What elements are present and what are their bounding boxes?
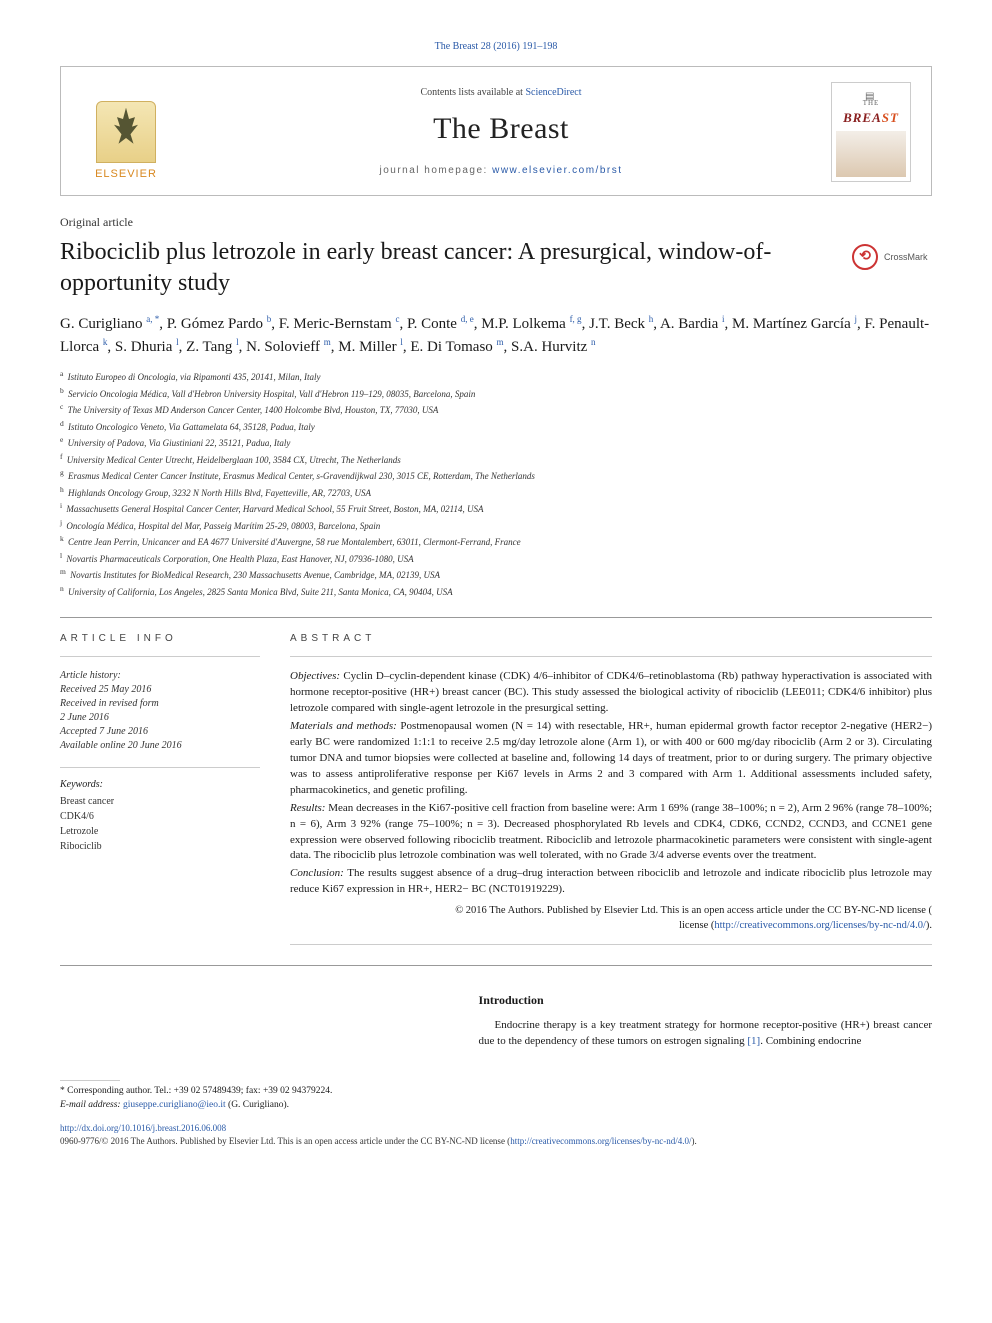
cover-flag-icon — [865, 87, 877, 97]
crossmark-label: CrossMark — [884, 251, 928, 264]
abstract-column: ABSTRACT Objectives: Cyclin D–cyclin-dep… — [290, 632, 932, 945]
affiliation: b Servicio Oncologia Médica, Vall d'Hebr… — [60, 385, 932, 402]
journal-homepage: journal homepage: www.elsevier.com/brst — [191, 164, 811, 178]
introduction-heading: Introduction — [479, 992, 932, 1009]
affiliation: j Oncología Médica, Hospital del Mar, Pa… — [60, 517, 932, 534]
license-link[interactable]: http://creativecommons.org/licenses/by-n… — [714, 920, 926, 931]
results-text: Mean decreases in the Ki67-positive cell… — [290, 802, 932, 862]
history-line: Accepted 7 June 2016 — [60, 725, 260, 739]
info-rule — [60, 767, 260, 768]
homepage-prefix: journal homepage: — [379, 165, 492, 176]
crossmark-icon: ⟲ — [852, 244, 878, 270]
section-rule — [60, 617, 932, 618]
section-rule — [60, 965, 932, 966]
intro-text: Endocrine therapy is a key treatment str… — [479, 1019, 932, 1047]
corresponding-email[interactable]: giuseppe.curigliano@ieo.it — [123, 1100, 226, 1110]
methods-label: Materials and methods: — [290, 720, 397, 732]
homepage-link[interactable]: www.elsevier.com/brst — [492, 165, 622, 176]
affiliation: l Novartis Pharmaceuticals Corporation, … — [60, 550, 932, 567]
cover-image-placeholder — [836, 131, 906, 177]
publisher-logo[interactable]: ELSEVIER — [81, 82, 171, 182]
history-line: 2 June 2016 — [60, 711, 260, 725]
introduction-body: Endocrine therapy is a key treatment str… — [479, 1018, 932, 1050]
corr-rule — [60, 1080, 120, 1081]
info-rule — [60, 656, 260, 657]
affiliation: k Centre Jean Perrin, Unicancer and EA 4… — [60, 533, 932, 550]
journal-header: ELSEVIER Contents lists available at Sci… — [60, 66, 932, 196]
abstract-end-rule — [290, 944, 932, 945]
affiliation: a Istituto Europeo di Oncologia, via Rip… — [60, 368, 932, 385]
keywords-list: Breast cancerCDK4/6LetrozoleRibociclib — [60, 794, 260, 854]
publisher-name: ELSEVIER — [95, 167, 157, 182]
corr-suffix: (G. Curigliano). — [226, 1100, 289, 1110]
affiliation: h Highlands Oncology Group, 3232 N North… — [60, 484, 932, 501]
abstract-heading: ABSTRACT — [290, 632, 932, 646]
ref-link[interactable]: [1] — [747, 1035, 760, 1047]
issn-line: 0960-9776/© 2016 The Authors. Published … — [60, 1136, 510, 1146]
affiliation: i Massachusetts General Hospital Cancer … — [60, 500, 932, 517]
abstract-license: © 2016 The Authors. Published by Elsevie… — [290, 904, 932, 933]
email-label: E-mail address: — [60, 1100, 123, 1110]
contents-prefix: Contents lists available at — [420, 87, 525, 98]
affiliation: d Istituto Oncologico Veneto, Via Gattam… — [60, 418, 932, 435]
affiliation: e University of Padova, Via Giustiniani … — [60, 434, 932, 451]
copyright-text: © 2016 The Authors. Published by Elsevie… — [455, 905, 932, 916]
keyword: Ribociclib — [60, 839, 260, 854]
page-footer: http://dx.doi.org/10.1016/j.breast.2016.… — [60, 1122, 932, 1147]
history-line: Received 25 May 2016 — [60, 683, 260, 697]
abstract-rule — [290, 656, 932, 657]
history-label: Article history: — [60, 669, 260, 683]
keywords-label: Keywords: — [60, 778, 260, 792]
history-line: Available online 20 June 2016 — [60, 739, 260, 753]
license-prefix: license ( — [679, 920, 714, 931]
corresponding-author: * Corresponding author. Tel.: +39 02 574… — [60, 1080, 452, 1112]
affiliation: f University Medical Center Utrecht, Hei… — [60, 451, 932, 468]
contents-line: Contents lists available at ScienceDirec… — [191, 86, 811, 100]
affiliation: m Novartis Institutes for BioMedical Res… — [60, 566, 932, 583]
affiliation: c The University of Texas MD Anderson Ca… — [60, 401, 932, 418]
keyword: CDK4/6 — [60, 809, 260, 824]
journal-name: The Breast — [191, 108, 811, 150]
doi-link[interactable]: http://dx.doi.org/10.1016/j.breast.2016.… — [60, 1123, 226, 1133]
cover-brand: BREAST — [843, 109, 899, 127]
conclusion-text: The results suggest absence of a drug–dr… — [290, 867, 932, 895]
footer-close: ). — [691, 1136, 696, 1146]
license-close: ). — [926, 920, 932, 931]
journal-cover[interactable]: THE BREAST — [831, 82, 911, 182]
footer-license-link[interactable]: http://creativecommons.org/licenses/by-n… — [510, 1136, 691, 1146]
corr-line1: * Corresponding author. Tel.: +39 02 574… — [60, 1085, 452, 1098]
affiliation: n University of California, Los Angeles,… — [60, 583, 932, 600]
authors-list: G. Curigliano a, *, P. Gómez Pardo b, F.… — [60, 313, 932, 358]
keyword: Breast cancer — [60, 794, 260, 809]
journal-citation[interactable]: The Breast 28 (2016) 191–198 — [60, 40, 932, 54]
article-history: Article history: Received 25 May 2016Rec… — [60, 669, 260, 753]
article-type: Original article — [60, 214, 932, 231]
elsevier-tree-icon — [96, 101, 156, 163]
article-title: Ribociclib plus letrozole in early breas… — [60, 237, 852, 299]
abstract-body: Objectives: Cyclin D–cyclin-dependent ki… — [290, 669, 932, 934]
affiliations-list: a Istituto Europeo di Oncologia, via Rip… — [60, 368, 932, 599]
conclusion-label: Conclusion: — [290, 867, 344, 879]
results-label: Results: — [290, 802, 325, 814]
affiliation: g Erasmus Medical Center Cancer Institut… — [60, 467, 932, 484]
history-line: Received in revised form — [60, 697, 260, 711]
crossmark-badge[interactable]: ⟲ CrossMark — [852, 237, 932, 277]
article-info-heading: ARTICLE INFO — [60, 632, 260, 646]
objectives-text: Cyclin D–cyclin-dependent kinase (CDK) 4… — [290, 670, 932, 714]
article-info-column: ARTICLE INFO Article history: Received 2… — [60, 632, 260, 945]
objectives-label: Objectives: — [290, 670, 340, 682]
keyword: Letrozole — [60, 824, 260, 839]
sciencedirect-link[interactable]: ScienceDirect — [525, 87, 581, 98]
